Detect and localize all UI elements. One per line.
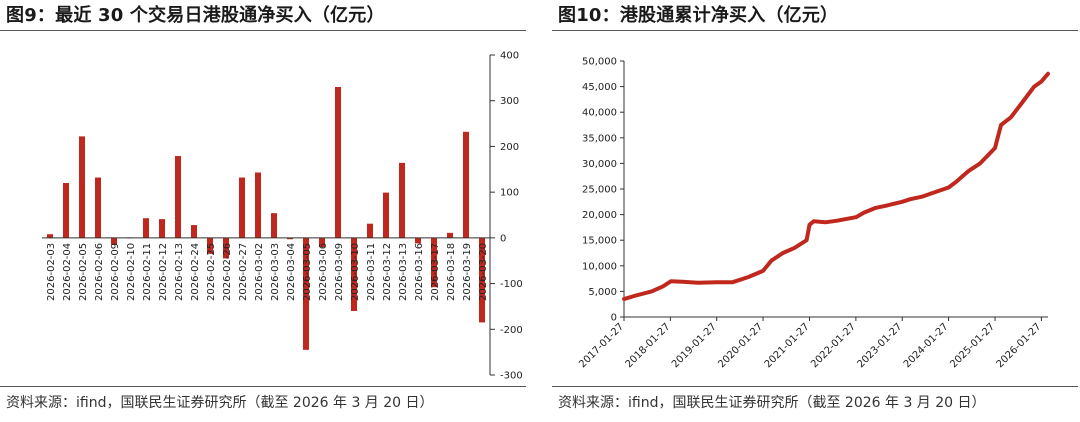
bar bbox=[351, 237, 357, 311]
source-divider bbox=[0, 386, 526, 387]
x-tick-label: 2026-03-09 bbox=[334, 243, 345, 301]
bar bbox=[463, 131, 469, 238]
chart-panel-cumulative-net-buy: 图10：港股通累计净买入（亿元） 0 5,000 10,000 15,000 20,00… bbox=[552, 0, 1078, 422]
bar bbox=[431, 237, 437, 288]
y-tick-label: 100 bbox=[500, 188, 519, 199]
y-tick-label: 0 bbox=[611, 313, 617, 324]
title-divider bbox=[0, 30, 526, 31]
figure-title: 图10：港股通累计净买入（亿元） bbox=[558, 5, 839, 26]
x-tick-label: 2026-02-13 bbox=[174, 243, 185, 301]
x-tick-label: 2026-02-25 bbox=[206, 243, 217, 301]
y-tick-label: 400 bbox=[500, 51, 519, 62]
bar bbox=[223, 237, 229, 259]
y-tick-label: 10,000 bbox=[582, 261, 617, 272]
line-chart: 0 5,000 10,000 15,000 20,000 25,000 30,000 35,0… bbox=[577, 57, 1050, 370]
y-tick-label: 30,000 bbox=[582, 159, 617, 170]
bar bbox=[239, 177, 245, 238]
x-tick-label: 2026-03-13 bbox=[398, 243, 409, 301]
bar bbox=[111, 237, 117, 245]
x-tick-label: 2026-03-05 bbox=[302, 243, 313, 301]
x-tick-label: 2017-01-27 bbox=[577, 321, 626, 370]
y-tick-label: 40,000 bbox=[582, 108, 617, 119]
x-tick-label: 2026-03-10 bbox=[350, 243, 361, 301]
x-tick-label: 2026-02-03 bbox=[46, 243, 57, 301]
bar bbox=[79, 136, 85, 238]
x-tick-label: 2026-03-18 bbox=[446, 243, 457, 301]
x-tick-label: 2026-02-05 bbox=[78, 243, 89, 301]
bar bbox=[319, 237, 325, 247]
x-tick-label: 2026-03-12 bbox=[382, 243, 393, 301]
x-tick-label: 2022-01-27 bbox=[809, 321, 858, 370]
x-tick-label: 2026-03-04 bbox=[286, 243, 297, 301]
figure-title: 图9：最近 30 个交易日港股通净买入（亿元） bbox=[6, 5, 385, 26]
bar bbox=[255, 172, 261, 238]
y-tick-label: 20,000 bbox=[582, 210, 617, 221]
y-tick-label: 50,000 bbox=[582, 57, 617, 68]
bar bbox=[175, 156, 181, 238]
bar bbox=[207, 237, 213, 254]
source-divider bbox=[552, 386, 1078, 387]
y-tick-label: 15,000 bbox=[582, 236, 617, 247]
bar bbox=[447, 232, 453, 238]
bar bbox=[95, 177, 101, 238]
bar bbox=[367, 223, 373, 238]
bar bbox=[63, 183, 69, 238]
x-tick-label: 2026-03-02 bbox=[254, 243, 265, 301]
y-tick-label: -200 bbox=[500, 325, 523, 336]
x-tick-label: 2026-02-10 bbox=[126, 243, 137, 301]
bar bbox=[415, 237, 421, 244]
y-tick-label: -100 bbox=[500, 279, 523, 290]
x-tick-label: 2026-03-03 bbox=[270, 243, 281, 301]
x-tick-label: 2026-02-24 bbox=[190, 243, 201, 301]
bar bbox=[271, 213, 277, 238]
y-tick-label: 25,000 bbox=[582, 185, 617, 196]
x-tick-label: 2026-03-17 bbox=[430, 243, 441, 301]
x-tick-label: 2026-01-27 bbox=[995, 321, 1044, 370]
x-tick-label: 2025-01-27 bbox=[948, 321, 997, 370]
y-tick-label: 300 bbox=[500, 96, 519, 107]
y-tick-label: 5,000 bbox=[588, 287, 617, 298]
x-tick-label: 2026-02-06 bbox=[94, 243, 105, 301]
bar bbox=[143, 218, 149, 238]
bar bbox=[191, 225, 197, 238]
series-line bbox=[622, 71, 1050, 302]
x-tick-label: 2026-03-19 bbox=[462, 243, 473, 301]
x-tick-label: 2024-01-27 bbox=[902, 321, 951, 370]
x-tick-label: 2026-03-20 bbox=[478, 243, 489, 301]
x-tick-label: 2021-01-27 bbox=[763, 321, 812, 370]
x-tick-label: 2020-01-27 bbox=[716, 321, 765, 370]
x-tick-label: 2026-02-26 bbox=[222, 243, 233, 301]
chart-panel-net-buy-30d: 图9：最近 30 个交易日港股通净买入（亿元） 400 300 200 100 0 -10… bbox=[0, 0, 526, 422]
x-tick-label: 2023-01-27 bbox=[855, 321, 904, 370]
x-tick-label: 2026-02-11 bbox=[142, 243, 153, 301]
y-tick-label: 200 bbox=[500, 142, 519, 153]
source-note: 资料来源：ifind，国联民生证券研究所（截至 2026 年 3 月 20 日） bbox=[6, 395, 434, 411]
x-tick-label: 2026-03-11 bbox=[366, 243, 377, 301]
bar bbox=[303, 237, 309, 350]
x-tick-label: 2026-03-16 bbox=[414, 243, 425, 301]
y-tick-label: 0 bbox=[500, 233, 506, 244]
bar bbox=[399, 162, 405, 238]
bar bbox=[159, 219, 165, 238]
y-tick-label: -300 bbox=[500, 371, 523, 382]
x-tick-label: 2026-03-06 bbox=[318, 243, 329, 301]
bar bbox=[47, 234, 53, 238]
bar bbox=[335, 87, 341, 238]
x-tick-label: 2026-02-09 bbox=[110, 243, 121, 301]
x-tick-label: 2026-02-27 bbox=[238, 243, 249, 301]
bar bbox=[479, 237, 485, 323]
y-tick-label: 45,000 bbox=[582, 82, 617, 93]
y-tick-label: 35,000 bbox=[582, 133, 617, 144]
source-note: 资料来源：ifind，国联民生证券研究所（截至 2026 年 3 月 20 日） bbox=[558, 395, 986, 411]
x-tick-label: 2026-02-12 bbox=[158, 243, 169, 301]
bar bbox=[287, 237, 293, 240]
title-divider bbox=[552, 30, 1078, 31]
x-tick-label: 2019-01-27 bbox=[670, 321, 719, 370]
bar bbox=[383, 192, 389, 238]
x-tick-label: 2026-02-04 bbox=[62, 243, 73, 301]
bar-chart: 400 300 200 100 0 -100 -200 -300 2026-02-03 2026-… bbox=[42, 51, 523, 382]
x-tick-label: 2018-01-27 bbox=[624, 321, 673, 370]
